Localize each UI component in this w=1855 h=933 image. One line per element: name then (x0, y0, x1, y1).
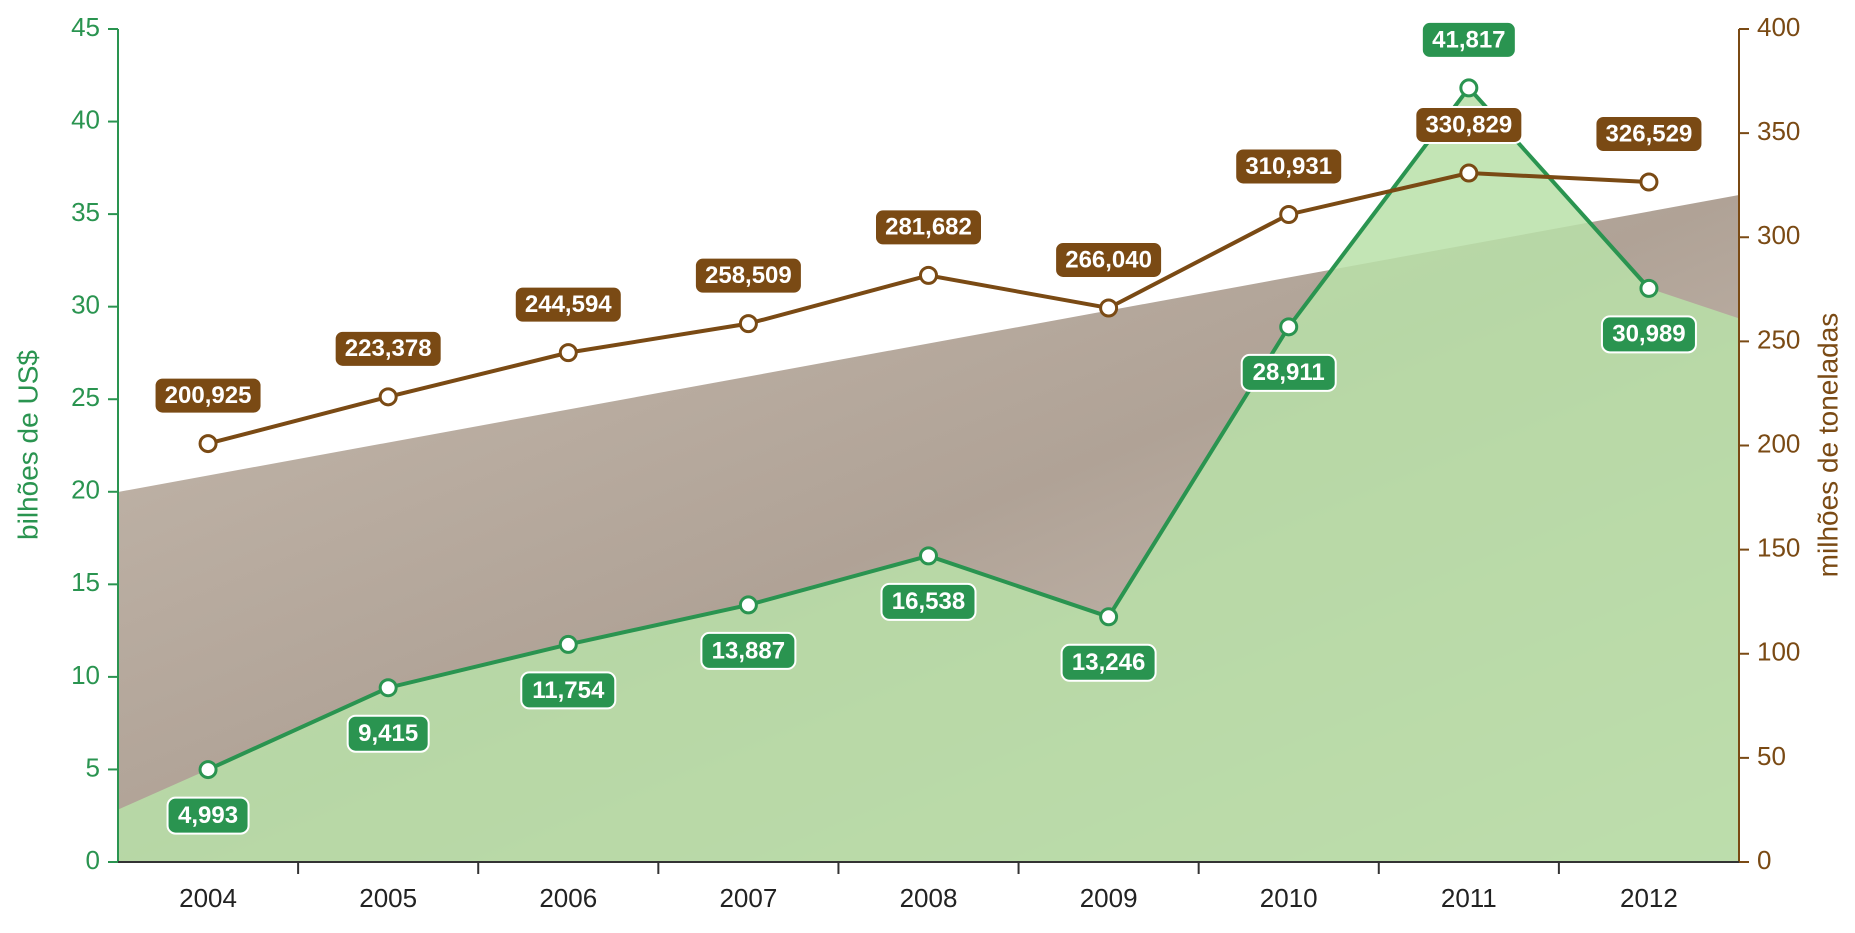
value-label: 258,509 (705, 262, 792, 289)
x-tick-label: 2007 (719, 883, 777, 913)
y-tick-label: 5 (86, 752, 100, 782)
value-label: 13,246 (1072, 649, 1145, 676)
value-label: 223,378 (345, 335, 432, 362)
data-point (1099, 298, 1119, 318)
x-tick-label: 2012 (1620, 883, 1678, 913)
data-point (1279, 204, 1299, 224)
y2-tick-label: 50 (1757, 741, 1786, 771)
x-tick-label: 2009 (1080, 883, 1138, 913)
value-label: 13,887 (712, 637, 785, 664)
value-label: 41,817 (1432, 26, 1505, 53)
y-tick-label: 0 (86, 845, 100, 875)
y-tick-label: 30 (71, 290, 100, 320)
y-tick-label: 25 (71, 382, 100, 412)
value-label-box (346, 714, 430, 753)
x-tick-label: 2005 (359, 883, 417, 913)
data-point (1459, 163, 1479, 183)
value-label: 330,829 (1425, 111, 1512, 138)
value-label-box (166, 796, 250, 835)
data-point (198, 434, 218, 454)
value-label: 30,989 (1612, 321, 1685, 348)
data-point (1279, 317, 1299, 337)
value-label-box (1054, 240, 1164, 279)
value-label: 11,754 (532, 677, 605, 704)
data-point (198, 760, 218, 780)
y2-tick-label: 150 (1757, 533, 1800, 563)
x-tick-label: 2008 (900, 883, 958, 913)
value-label-box (1060, 643, 1157, 682)
value-label: 200,925 (165, 382, 252, 409)
value-label-box (880, 582, 977, 621)
y-tick-label: 20 (71, 475, 100, 505)
y-axis-label: bilhões de US$ (12, 350, 43, 540)
data-point (558, 343, 578, 363)
x-tick-label: 2010 (1260, 883, 1318, 913)
value-label-box (1600, 315, 1697, 354)
y-tick-label: 40 (71, 104, 100, 134)
value-label-box (1234, 147, 1344, 186)
y-tick-label: 45 (71, 12, 100, 42)
value-label-box (1414, 106, 1524, 145)
value-label-box (874, 208, 983, 247)
value-label-box (513, 285, 623, 324)
y-tick-label: 15 (71, 567, 100, 597)
data-point (1099, 607, 1119, 627)
value-label-box (1420, 20, 1517, 59)
background-money (118, 87, 1739, 862)
value-label: 16,538 (892, 588, 965, 615)
y2-tick-label: 200 (1757, 428, 1800, 458)
data-point (378, 678, 398, 698)
y2-tick-label: 0 (1757, 845, 1771, 875)
x-tick-label: 2011 (1441, 883, 1497, 913)
value-label: 281,682 (885, 214, 972, 241)
x-tick-label: 2004 (179, 883, 237, 913)
value-label: 310,931 (1245, 153, 1332, 180)
y-tick-label: 10 (71, 660, 100, 690)
value-label-box (520, 671, 617, 710)
y2-axis-label: milhões de toneladas (1812, 313, 1843, 578)
value-label: 244,594 (525, 291, 612, 318)
x-tick-label: 2006 (539, 883, 597, 913)
data-point (378, 387, 398, 407)
y2-tick-label: 400 (1757, 12, 1800, 42)
data-point (1639, 172, 1659, 192)
data-point (1639, 278, 1659, 298)
data-point (919, 546, 938, 566)
value-label: 4,993 (178, 802, 238, 829)
value-label-box (333, 329, 443, 368)
y2-tick-label: 100 (1757, 637, 1800, 667)
y-tick-label: 35 (71, 197, 100, 227)
value-label-box (1594, 115, 1704, 154)
value-label-box (1240, 353, 1337, 392)
data-point (558, 634, 578, 654)
data-point (919, 265, 938, 285)
value-label: 28,911 (1253, 359, 1325, 386)
value-label: 326,529 (1606, 120, 1693, 147)
data-point (1459, 78, 1479, 98)
y2-tick-label: 300 (1757, 220, 1800, 250)
value-label-box (693, 256, 803, 295)
value-label-box (153, 376, 263, 415)
y2-tick-label: 350 (1757, 116, 1800, 146)
y2-tick-label: 250 (1757, 324, 1800, 354)
value-label: 9,415 (358, 720, 418, 747)
data-point (738, 595, 758, 615)
value-label: 266,040 (1065, 246, 1152, 273)
data-point (738, 314, 758, 334)
value-label-box (700, 631, 797, 670)
